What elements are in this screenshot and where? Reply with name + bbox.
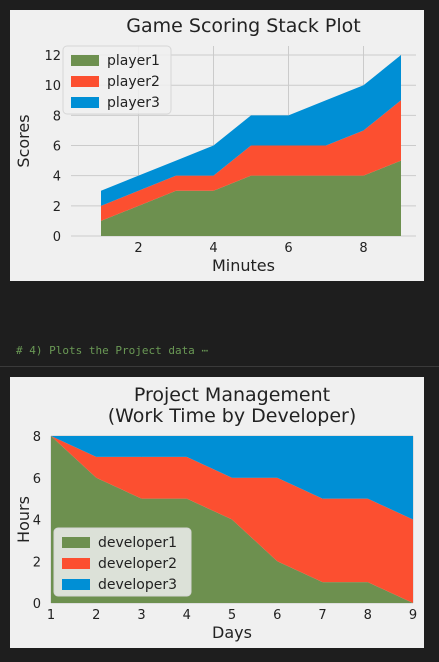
game-scoring-figure: 2 4 6 8 0 2 4 6 8 10 12 Minutes Scores Game Scoring S…: [10, 10, 424, 281]
x-axis-label: Days: [212, 623, 252, 642]
legend-label-player2: player2: [107, 74, 160, 90]
x-tick-label: 6: [273, 608, 281, 623]
x-tick-label: 7: [318, 608, 326, 623]
area-player1: [101, 160, 401, 236]
x-tick-label: 6: [284, 241, 292, 256]
area-developer2: [51, 436, 413, 603]
area-player3: [101, 55, 401, 206]
chart-title: Game Scoring Stack Plot: [126, 15, 360, 37]
y-tick-label: 6: [53, 140, 61, 155]
chart-title: (Work Time by Developer): [108, 405, 357, 427]
legend-swatch-player1: [71, 55, 99, 66]
y-tick-label: 2: [53, 200, 61, 215]
x-tick-label: 5: [228, 608, 236, 623]
x-tick-label: 2: [92, 608, 100, 623]
y-axis-label: Hours: [14, 496, 33, 543]
y-tick-label: 10: [44, 79, 61, 94]
code-cell-comment[interactable]: # 4) Plots the Project data ⋯: [16, 344, 208, 357]
y-axis-label: Scores: [14, 114, 33, 167]
legend-label-developer2: developer2: [98, 556, 177, 572]
y-tick-label: 8: [53, 109, 61, 124]
x-tick-label: 8: [359, 241, 367, 256]
y-tick-label: 6: [33, 472, 41, 487]
project-management-chart: 1 2 3 4 5 6 7 8 9 0 2 4 6 8 Days Hours Project Managemen…: [14, 384, 417, 642]
legend-swatch-developer2: [62, 558, 90, 569]
legend-swatch-developer1: [62, 537, 90, 548]
y-tick-label: 4: [53, 170, 61, 185]
x-tick-label: 3: [137, 608, 145, 623]
legend-label-developer1: developer1: [98, 535, 177, 551]
legend-swatch-developer3: [62, 579, 90, 590]
y-tick-label: 0: [33, 597, 41, 612]
area-developer3: [51, 436, 413, 520]
legend-swatch-player3: [71, 97, 99, 108]
legend-label-developer3: developer3: [98, 577, 177, 593]
x-tick-label: 2: [134, 241, 142, 256]
more-ellipsis-icon[interactable]: ⋯: [201, 344, 209, 357]
project-management-figure: 1 2 3 4 5 6 7 8 9 0 2 4 6 8 Days Hours Project Managemen…: [10, 377, 424, 648]
game-scoring-chart: 2 4 6 8 0 2 4 6 8 10 12 Minutes Scores Game Scoring S…: [14, 15, 416, 275]
y-tick-label: 8: [33, 430, 41, 445]
cell-divider: [0, 366, 439, 367]
y-tick-label: 2: [33, 555, 41, 570]
x-tick-label: 4: [209, 241, 217, 256]
legend-swatch-player2: [71, 76, 99, 87]
y-tick-label: 4: [33, 514, 41, 529]
y-tick-label: 12: [44, 49, 61, 64]
x-tick-label: 4: [183, 608, 191, 623]
legend-label-player1: player1: [107, 53, 160, 69]
area-player2: [101, 100, 401, 221]
x-tick-label: 9: [409, 608, 417, 623]
x-tick-label: 1: [47, 608, 55, 623]
x-tick-label: 8: [364, 608, 372, 623]
chart-title: Project Management: [134, 384, 330, 406]
code-comment-text: # 4) Plots the Project data: [16, 344, 195, 357]
y-tick-label: 0: [53, 230, 61, 245]
legend-label-player3: player3: [107, 95, 160, 111]
x-axis-label: Minutes: [212, 256, 275, 275]
